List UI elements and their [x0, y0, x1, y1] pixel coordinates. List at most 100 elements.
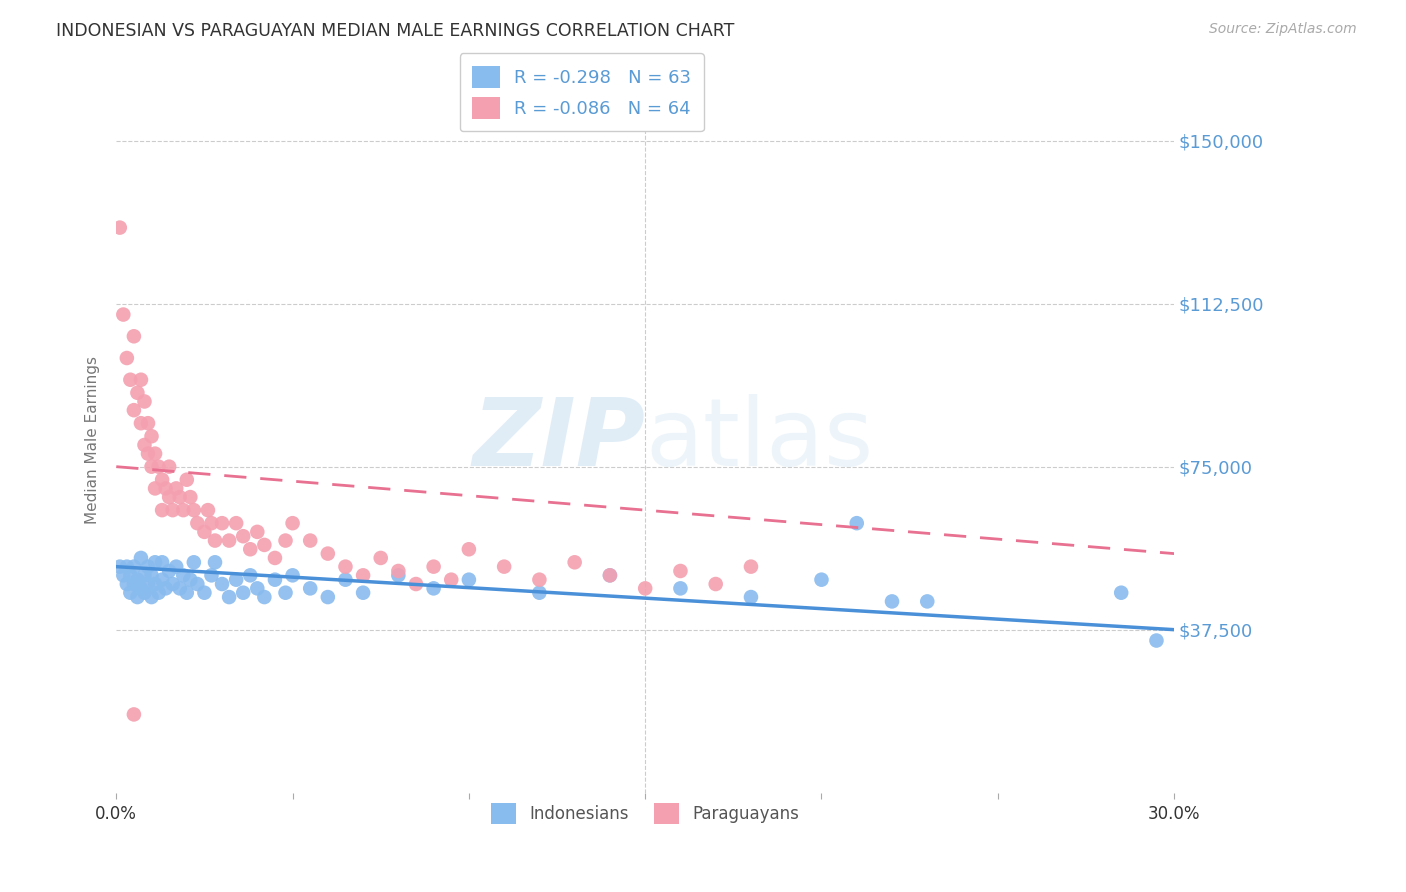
Point — [108, 220, 131, 235]
Point — [143, 482, 166, 496]
Point — [179, 573, 201, 587]
Point — [281, 568, 304, 582]
Point — [274, 585, 297, 599]
Point — [120, 568, 142, 582]
Point — [204, 533, 226, 548]
Point — [141, 429, 163, 443]
Point — [193, 585, 215, 599]
Point — [335, 559, 357, 574]
Point — [143, 555, 166, 569]
Point — [204, 555, 226, 569]
Text: ZIP: ZIP — [472, 393, 645, 485]
Point — [218, 533, 240, 548]
Point — [335, 573, 357, 587]
Point — [115, 351, 138, 365]
Point — [1109, 585, 1132, 599]
Point — [148, 585, 170, 599]
Point — [136, 559, 159, 574]
Point — [239, 542, 262, 557]
Point — [246, 524, 269, 539]
Point — [127, 573, 149, 587]
Point — [176, 473, 198, 487]
Point — [136, 447, 159, 461]
Point — [122, 577, 145, 591]
Point — [129, 551, 152, 566]
Point — [129, 373, 152, 387]
Point — [316, 590, 339, 604]
Point — [122, 329, 145, 343]
Point — [183, 555, 205, 569]
Point — [232, 529, 254, 543]
Point — [200, 516, 222, 531]
Point — [564, 555, 586, 569]
Point — [150, 473, 173, 487]
Point — [127, 590, 149, 604]
Point — [246, 582, 269, 596]
Point — [599, 568, 621, 582]
Point — [264, 551, 287, 566]
Point — [253, 590, 276, 604]
Point — [134, 394, 156, 409]
Point — [120, 585, 142, 599]
Point — [634, 582, 657, 596]
Point — [141, 568, 163, 582]
Point — [299, 533, 322, 548]
Point — [239, 568, 262, 582]
Point — [457, 542, 479, 557]
Point — [740, 559, 762, 574]
Point — [179, 490, 201, 504]
Point — [112, 308, 135, 322]
Point — [183, 503, 205, 517]
Point — [165, 559, 187, 574]
Point — [115, 577, 138, 591]
Point — [122, 403, 145, 417]
Point — [211, 577, 233, 591]
Point — [253, 538, 276, 552]
Point — [127, 385, 149, 400]
Point — [352, 585, 374, 599]
Point — [108, 559, 131, 574]
Point — [422, 559, 444, 574]
Point — [129, 416, 152, 430]
Point — [440, 573, 463, 587]
Text: INDONESIAN VS PARAGUAYAN MEDIAN MALE EARNINGS CORRELATION CHART: INDONESIAN VS PARAGUAYAN MEDIAN MALE EAR… — [56, 22, 734, 40]
Y-axis label: Median Male Earnings: Median Male Earnings — [86, 356, 100, 524]
Point — [1146, 633, 1168, 648]
Point — [197, 503, 219, 517]
Point — [136, 577, 159, 591]
Point — [740, 590, 762, 604]
Point — [120, 373, 142, 387]
Point — [129, 582, 152, 596]
Point — [669, 582, 692, 596]
Point — [115, 559, 138, 574]
Point — [172, 568, 194, 582]
Point — [599, 568, 621, 582]
Text: Source: ZipAtlas.com: Source: ZipAtlas.com — [1209, 22, 1357, 37]
Point — [494, 559, 516, 574]
Point — [134, 568, 156, 582]
Point — [316, 547, 339, 561]
Point — [155, 482, 177, 496]
Point — [141, 590, 163, 604]
Point — [172, 503, 194, 517]
Point — [134, 438, 156, 452]
Point — [200, 568, 222, 582]
Legend: Indonesians, Paraguayans: Indonesians, Paraguayans — [481, 793, 810, 834]
Point — [917, 594, 939, 608]
Point — [669, 564, 692, 578]
Point — [122, 559, 145, 574]
Point — [157, 459, 180, 474]
Point — [352, 568, 374, 582]
Point — [150, 503, 173, 517]
Point — [162, 577, 184, 591]
Point — [148, 459, 170, 474]
Point — [387, 564, 409, 578]
Point — [274, 533, 297, 548]
Point — [122, 707, 145, 722]
Point — [405, 577, 427, 591]
Point — [150, 555, 173, 569]
Point — [704, 577, 727, 591]
Point — [186, 516, 208, 531]
Point — [387, 568, 409, 582]
Point — [225, 573, 247, 587]
